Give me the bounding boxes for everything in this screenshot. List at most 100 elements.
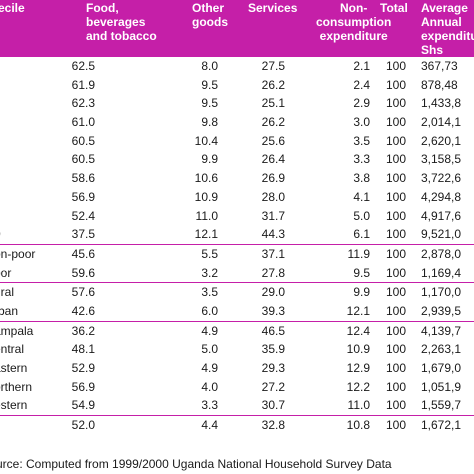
table-row: oor 59.6 3.2 27.8 9.5 100 1,169,4 [0,264,474,283]
cell-total: 100 [385,418,406,433]
cell-services: 27.2 [261,379,285,394]
header-average: Average Annual expenditu Shs [421,1,474,57]
group-separator [0,282,474,284]
cell-nonconsumption: 3.8 [353,171,370,186]
row-label: orthern [0,379,33,394]
cell-average: 1,672,1 [421,418,462,433]
cell-average: 367,73 [421,59,458,73]
cell-total: 100 [385,398,406,413]
cell-food: 37.5 [71,227,95,242]
header-services: Services [248,1,298,15]
header-other-goods: Other goods [192,1,228,29]
row-label: estern [0,398,28,413]
cell-nonconsumption: 2.9 [353,96,370,111]
cell-services: 26.4 [261,152,285,167]
table-row: ural 57.6 3.5 29.0 9.9 100 1,170,0 [0,283,474,302]
cell-other-goods: 4.9 [201,361,218,375]
table-row: 62.5 8.0 27.5 2.1 100 367,73 [0,57,474,76]
cell-total: 100 [385,246,406,261]
table-row: 60.5 10.4 25.6 3.5 100 2,620,1 [0,132,474,151]
header-total: Total [380,1,408,15]
cell-food: 59.6 [71,265,95,280]
cell-other-goods: 8.0 [201,59,218,73]
row-label: ural [0,285,15,300]
cell-average: 2,014,1 [421,115,462,130]
cell-total: 100 [385,189,406,204]
cell-average: 4,294,8 [421,189,462,204]
cell-average: 1,170,0 [421,285,462,300]
cell-total: 100 [385,96,406,111]
cell-average: 3,158,5 [421,152,462,167]
cell-food: 61.9 [71,77,95,92]
table-row: 60.5 9.9 26.4 3.3 100 3,158,5 [0,150,474,169]
cell-food: 57.6 [71,285,95,300]
cell-services: 26.2 [261,77,285,92]
cell-food: 62.3 [71,96,95,111]
cell-other-goods: 5.5 [201,246,218,261]
cell-services: 31.7 [261,208,285,223]
cell-average: 878,48 [421,77,458,92]
row-label: ampala [0,323,34,338]
cell-food: 54.9 [71,398,95,413]
cell-nonconsumption: 4.1 [353,189,370,204]
cell-total: 100 [385,59,406,73]
cell-other-goods: 10.9 [194,189,218,204]
cell-total: 100 [385,265,406,280]
cell-total: 100 [385,285,406,300]
cell-food: 60.5 [71,152,95,167]
cell-nonconsumption: 11.0 [347,398,370,413]
table-body: 62.5 8.0 27.5 2.1 100 367,73 61.9 9.5 26.2 2.4 100… [0,57,474,435]
cell-food: 45.6 [71,246,95,261]
cell-services: 30.7 [261,398,285,413]
cell-food: 61.0 [71,115,95,130]
cell-total: 100 [385,77,406,92]
row-label: entral [0,342,25,357]
cell-services: 29.0 [261,285,285,300]
cell-other-goods: 6.0 [201,303,218,318]
table-row: 61.0 9.8 26.2 3.0 100 2,014,1 [0,113,474,132]
cell-other-goods: 3.2 [201,265,218,280]
cell-food: 52.0 [71,418,95,433]
table-row: entral 48.1 5.0 35.9 10.9 100 2,263,1 [0,340,474,359]
cell-nonconsumption: 12.9 [346,361,370,375]
cell-total: 100 [385,115,406,130]
cell-average: 1,559,7 [421,398,462,413]
cell-nonconsumption: 11.9 [347,246,370,261]
table-row: orthern 56.9 4.0 27.2 12.2 100 1,051,9 [0,378,474,397]
cell-average: 2,263,1 [421,342,462,357]
cell-services: 35.9 [261,342,285,357]
cell-food: 56.9 [71,189,95,204]
cell-services: 29.3 [261,361,285,375]
cell-nonconsumption: 9.9 [353,285,370,300]
header-nonconsumption: Non- consumption expenditure [316,1,392,43]
cell-average: 1,169,4 [421,265,462,280]
table-header: ecile Food, beverages and tobacco Other … [0,0,474,57]
group-separator [0,320,474,322]
cell-other-goods: 9.9 [201,152,218,167]
cell-nonconsumption: 5.0 [353,208,370,223]
cell-nonconsumption: 12.2 [346,379,370,394]
cell-other-goods: 10.6 [194,171,218,186]
table-row: rban 42.6 6.0 39.3 12.1 100 2,939,5 [0,302,474,321]
source-note: urce: Computed from 1999/2000 Uganda Nat… [0,457,392,471]
cell-services: 39.3 [261,303,285,318]
cell-other-goods: 3.5 [201,285,218,300]
row-label: on-poor [0,246,36,261]
cell-other-goods: 3.3 [201,398,218,413]
row-label: rban [0,303,19,318]
cell-other-goods: 4.9 [201,323,218,338]
cell-food: 48.1 [71,342,95,357]
group-separator [0,415,474,417]
cell-average: 2,620,1 [421,133,462,148]
row-label: 0 [0,225,1,244]
table-row: estern 54.9 3.3 30.7 11.0 100 1,559,7 [0,396,474,415]
cell-services: 28.0 [261,189,285,204]
cell-nonconsumption: 10.8 [346,418,370,433]
cell-nonconsumption: 3.0 [353,115,370,130]
cell-services: 26.2 [261,115,285,130]
cell-nonconsumption: 9.5 [353,265,370,280]
cell-services: 25.6 [261,133,285,148]
cell-food: 58.6 [71,171,95,186]
table-row: ampala 36.2 4.9 46.5 12.4 100 4,139,7 [0,322,474,341]
cell-average: 9,521,0 [421,227,462,242]
